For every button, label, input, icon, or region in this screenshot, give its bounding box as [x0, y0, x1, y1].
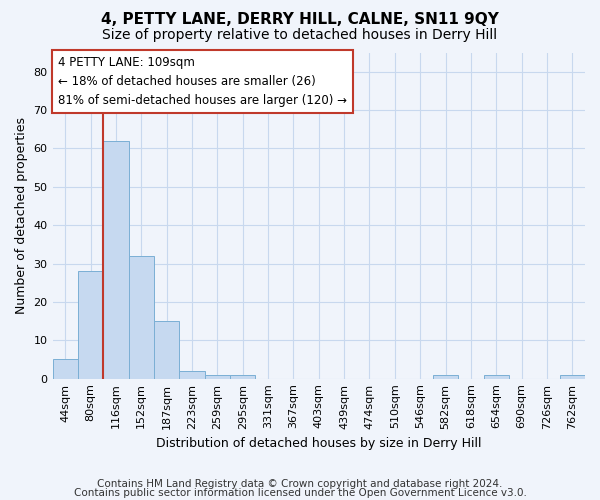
- Bar: [560, 375, 585, 378]
- Text: Contains public sector information licensed under the Open Government Licence v3: Contains public sector information licen…: [74, 488, 526, 498]
- Bar: [484, 375, 509, 378]
- Bar: [154, 321, 179, 378]
- Y-axis label: Number of detached properties: Number of detached properties: [15, 117, 28, 314]
- Bar: [205, 375, 230, 378]
- Text: Contains HM Land Registry data © Crown copyright and database right 2024.: Contains HM Land Registry data © Crown c…: [97, 479, 503, 489]
- Bar: [53, 360, 78, 378]
- Bar: [179, 371, 205, 378]
- Text: 4 PETTY LANE: 109sqm
← 18% of detached houses are smaller (26)
81% of semi-detac: 4 PETTY LANE: 109sqm ← 18% of detached h…: [58, 56, 347, 107]
- Text: Size of property relative to detached houses in Derry Hill: Size of property relative to detached ho…: [103, 28, 497, 42]
- Bar: [103, 141, 128, 378]
- Text: 4, PETTY LANE, DERRY HILL, CALNE, SN11 9QY: 4, PETTY LANE, DERRY HILL, CALNE, SN11 9…: [101, 12, 499, 28]
- X-axis label: Distribution of detached houses by size in Derry Hill: Distribution of detached houses by size …: [156, 437, 482, 450]
- Bar: [78, 271, 103, 378]
- Bar: [128, 256, 154, 378]
- Bar: [230, 375, 256, 378]
- Bar: [433, 375, 458, 378]
